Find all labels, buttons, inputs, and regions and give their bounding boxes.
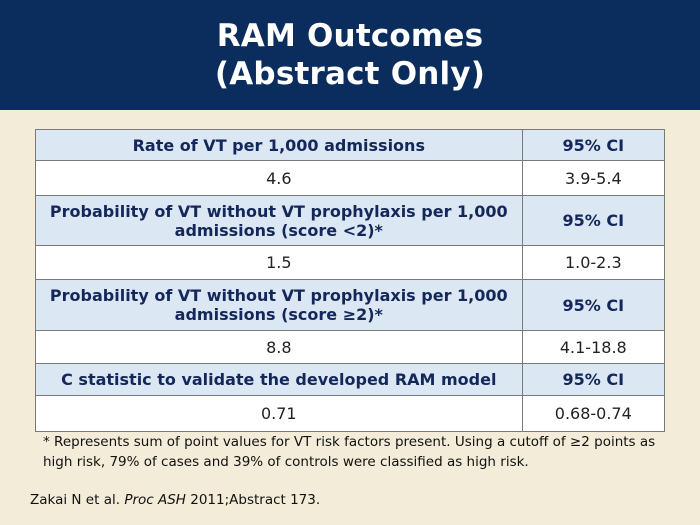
table-cell-measure: Probability of VT without VT prophylaxis… xyxy=(35,195,523,246)
slide-title-line-1: RAM Outcomes xyxy=(216,18,484,54)
table-cell-ci-range: 3.9-5.4 xyxy=(521,160,666,196)
citation-journal: Proc ASH xyxy=(124,492,186,508)
footnote: * Represents sum of point values for VT … xyxy=(43,434,656,470)
citation-authors: Zakai N et al. xyxy=(30,492,125,508)
table-cell-ci: 95% CI xyxy=(521,195,666,246)
slide-title-line-2: (Abstract Only) xyxy=(214,56,486,92)
table-cell-ci-range: 0.68-0.74 xyxy=(521,395,666,432)
citation: Zakai N et al. Proc ASH 2011;Abstract 17… xyxy=(30,492,320,508)
slide-header: RAM Outcomes (Abstract Only) xyxy=(0,0,700,110)
table-row: 0.71 0.68-0.74 xyxy=(35,395,666,432)
table-cell-ci-range: 1.0-2.3 xyxy=(521,245,666,280)
table-cell-value: 1.5 xyxy=(35,245,523,280)
table-cell-ci: 95% CI xyxy=(521,129,666,161)
table-cell-value: 0.71 xyxy=(35,395,523,432)
table-cell-ci: 95% CI xyxy=(521,279,666,331)
table-cell-measure: C statistic to validate the developed RA… xyxy=(35,363,523,396)
table-row: 1.5 1.0-2.3 xyxy=(35,245,666,280)
table-cell-ci-range: 4.1-18.8 xyxy=(521,330,666,364)
table-cell-value: 8.8 xyxy=(35,330,523,364)
table-cell-measure: Rate of VT per 1,000 admissions xyxy=(35,129,523,161)
citation-details: 2011;Abstract 173. xyxy=(185,492,321,508)
table-row: 4.6 3.9-5.4 xyxy=(35,160,666,196)
table-row: C statistic to validate the developed RA… xyxy=(35,363,666,396)
table-cell-value: 4.6 xyxy=(35,160,523,196)
table-cell-measure: Probability of VT without VT prophylaxis… xyxy=(35,279,523,331)
table-row: Probability of VT without VT prophylaxis… xyxy=(35,279,666,331)
table-row: Probability of VT without VT prophylaxis… xyxy=(35,195,666,246)
outcomes-table: Rate of VT per 1,000 admissions 95% CI 4… xyxy=(35,129,666,432)
table-row: Rate of VT per 1,000 admissions 95% CI xyxy=(35,129,666,161)
table-row: 8.8 4.1-18.8 xyxy=(35,330,666,364)
table-cell-ci: 95% CI xyxy=(521,363,666,396)
